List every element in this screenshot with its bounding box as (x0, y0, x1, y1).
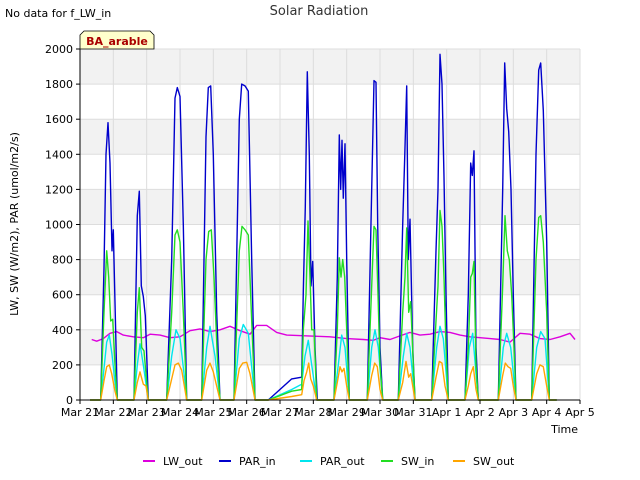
legend-label: SW_out (473, 455, 515, 468)
x-tick-label: Mar 24 (161, 406, 199, 419)
x-tick-label: Mar 21 (61, 406, 99, 419)
badge-label: BA_arable (86, 35, 148, 48)
y-tick-label: 1400 (45, 148, 73, 161)
y-tick-label: 800 (52, 254, 73, 267)
y-tick-label: 1200 (45, 183, 73, 196)
plot-band (80, 49, 580, 85)
plot-band (80, 189, 580, 225)
axes (76, 48, 581, 404)
x-tick-label: Mar 22 (94, 406, 132, 419)
legend: LW_out PAR_in PAR_out SW_in SW_out (143, 455, 515, 468)
y-tick-label: 1600 (45, 113, 73, 126)
x-axis-label: Time (550, 423, 578, 436)
x-tick-label: Apr 2 (465, 406, 495, 419)
x-tick-label: Mar 23 (128, 406, 166, 419)
legend-label: PAR_in (239, 455, 276, 468)
y-tick-label: 400 (52, 324, 73, 337)
badge-shape (79, 30, 155, 50)
legend-label: SW_in (401, 455, 434, 468)
station-badge: BA_arable (79, 30, 155, 50)
x-tick-label: Apr 1 (432, 406, 462, 419)
y-tick-label: 200 (52, 359, 73, 372)
x-tick-label: Mar 29 (328, 406, 366, 419)
x-tick-label: Apr 4 (532, 406, 562, 419)
y-axis-label: LW, SW (W/m2), PAR (umol/m2/s) (8, 132, 21, 316)
series-line-lw-out (91, 324, 576, 343)
x-tick-label: Mar 28 (294, 406, 332, 419)
y-tick-label: 0 (66, 394, 73, 407)
x-tick-label: Mar 25 (194, 406, 232, 419)
y-tick-label: 600 (52, 289, 73, 302)
y-tick-label: 1800 (45, 78, 73, 91)
plot-band (80, 119, 580, 155)
no-data-note: No data for f_LW_in (5, 7, 112, 20)
plot-band (80, 259, 580, 295)
x-tick-label: Mar 26 (228, 406, 266, 419)
legend-label: LW_out (163, 455, 203, 468)
y-tick-label: 2000 (45, 43, 73, 56)
x-tick-label: Mar 27 (261, 406, 299, 419)
y-tick-labels: 0 200 400 600 800 1000 1200 1400 1600 1800 2000 (45, 43, 73, 407)
x-tick-label: Mar 31 (394, 406, 432, 419)
y-tick-label: 1000 (45, 219, 73, 232)
grid-lines (79, 48, 581, 401)
legend-label: PAR_out (320, 455, 365, 468)
x-tick-label: Mar 30 (361, 406, 399, 419)
chart-title: Solar Radiation (270, 4, 369, 19)
series-line-sw-in (90, 209, 557, 401)
x-tick-label: Apr 3 (499, 406, 529, 419)
x-tick-label: Apr 5 (565, 406, 595, 419)
